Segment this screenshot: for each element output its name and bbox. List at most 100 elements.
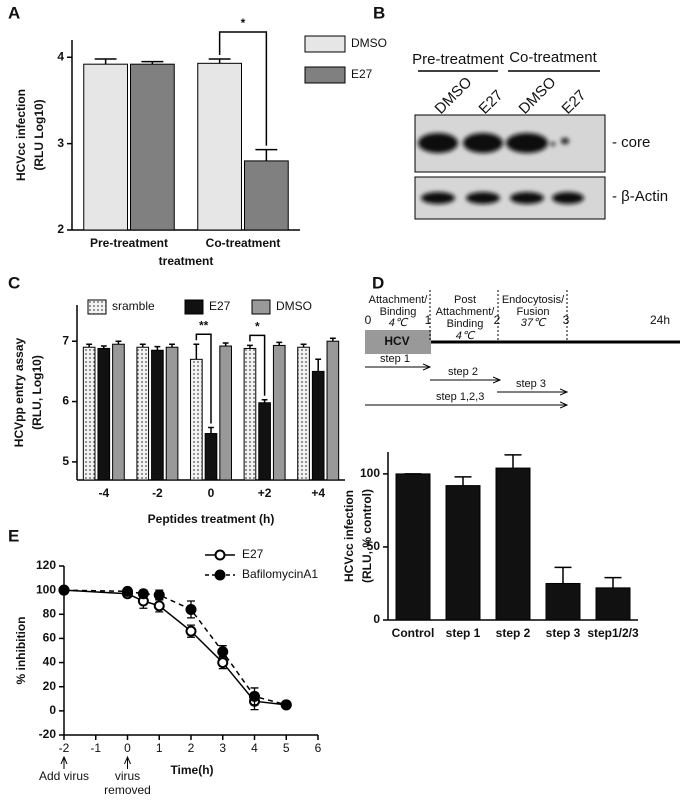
annotation-text: Add virus bbox=[39, 769, 89, 783]
stage-temp: 4℃ bbox=[389, 317, 409, 329]
step-label: step 1 bbox=[380, 353, 410, 365]
y-tick-label: 5 bbox=[62, 454, 69, 468]
stage-text: Binding bbox=[447, 318, 484, 330]
x-tick-label: 3 bbox=[219, 741, 226, 755]
bar bbox=[82, 346, 96, 481]
panel-label: D bbox=[372, 273, 384, 292]
error-bar bbox=[255, 148, 278, 161]
annotation-text: removed bbox=[104, 783, 151, 797]
stage-temp: 4℃ bbox=[456, 330, 476, 342]
stage-text: Fusion bbox=[516, 306, 549, 318]
x-tick-label: 1 bbox=[156, 741, 163, 755]
error-bar bbox=[86, 343, 93, 348]
row-label: - β-Actin bbox=[612, 188, 668, 205]
legend-label: E27 bbox=[209, 299, 231, 313]
stage-text: Post bbox=[454, 294, 476, 306]
y-axis-label: HCVcc infection bbox=[342, 490, 356, 582]
error-bar bbox=[222, 342, 229, 347]
time-tick: 24h bbox=[650, 313, 670, 327]
y-axis-label: (RLU, % control) bbox=[360, 489, 374, 583]
y-axis-label: (RLU, Log10) bbox=[30, 355, 44, 430]
lane-label: DMSO bbox=[432, 74, 476, 118]
bar bbox=[244, 160, 289, 231]
x-tick-label: 0 bbox=[124, 741, 131, 755]
bar bbox=[545, 582, 581, 621]
error-bar bbox=[169, 343, 175, 348]
x-tick-label: 0 bbox=[208, 486, 215, 500]
legend-label: E27 bbox=[351, 67, 373, 81]
x-tick-label: step1/2/3 bbox=[587, 626, 639, 640]
bar bbox=[165, 346, 179, 481]
error-bar bbox=[100, 345, 107, 349]
legend-swatch bbox=[304, 66, 346, 84]
marker bbox=[122, 585, 133, 597]
bar bbox=[136, 346, 150, 481]
significance-label: ** bbox=[199, 318, 209, 332]
legend-marker bbox=[214, 549, 226, 561]
marker bbox=[185, 625, 197, 637]
y-tick-label: 80 bbox=[43, 606, 57, 620]
x-tick-label: Pre-treatment bbox=[90, 236, 168, 250]
stage-text: Endocytosis/ bbox=[502, 294, 565, 306]
error-bar bbox=[193, 343, 200, 360]
y-tick-label: 2 bbox=[57, 222, 64, 236]
legend-label: DMSO bbox=[351, 36, 387, 50]
y-tick-label: 0 bbox=[49, 703, 56, 717]
y-tick-label: 0 bbox=[373, 612, 380, 626]
blot-group: Pre-treatment bbox=[412, 51, 505, 68]
time-tick: 2 bbox=[494, 313, 501, 327]
error-bar bbox=[300, 343, 307, 348]
x-tick-label: Control bbox=[392, 626, 435, 640]
annotation-text: virus bbox=[115, 769, 140, 783]
marker bbox=[249, 690, 260, 702]
hcv-box bbox=[365, 330, 431, 354]
blot-group: Co-treatment bbox=[509, 49, 597, 66]
row-label: - core bbox=[612, 134, 650, 151]
bar bbox=[395, 473, 431, 621]
legend-swatch bbox=[184, 299, 204, 315]
error-bar bbox=[261, 398, 268, 403]
legend-label: BafilomycinA1 bbox=[242, 567, 318, 581]
bar bbox=[595, 587, 631, 621]
error-bar bbox=[154, 345, 161, 351]
significance-label: * bbox=[255, 320, 260, 334]
lane-label: E27 bbox=[559, 87, 590, 118]
error-bar bbox=[604, 576, 622, 588]
y-axis-label: HCVpp entry assay bbox=[12, 337, 26, 447]
timeline: HCV 0 1 2 3 24h Attachment/ Binding 4℃ P… bbox=[365, 290, 680, 405]
bar bbox=[97, 347, 111, 481]
y-tick-label: 50 bbox=[367, 539, 381, 553]
marker bbox=[217, 646, 229, 658]
error-bar bbox=[208, 426, 214, 434]
bar bbox=[190, 358, 203, 481]
marker bbox=[217, 657, 229, 669]
x-tick-label: -2 bbox=[152, 486, 163, 500]
bar bbox=[272, 344, 286, 481]
y-axis-label: HCVcc infection bbox=[14, 89, 28, 181]
bar bbox=[445, 485, 481, 621]
error-bar bbox=[329, 337, 336, 342]
time-tick: 1 bbox=[425, 313, 432, 327]
panel-label: C bbox=[8, 273, 20, 292]
y-tick-label: 7 bbox=[62, 333, 69, 347]
x-tick-label: -2 bbox=[59, 741, 70, 755]
step-label: step 2 bbox=[448, 366, 478, 378]
x-axis-label: Peptides treatment (h) bbox=[148, 512, 275, 526]
legend-label: sramble bbox=[112, 299, 155, 313]
x-tick-label: Co-treatment bbox=[206, 236, 281, 250]
x-axis-label: treatment bbox=[159, 254, 214, 268]
error-bar bbox=[315, 358, 322, 372]
error-bar bbox=[141, 60, 164, 65]
marker bbox=[58, 584, 70, 596]
x-tick-label: -1 bbox=[90, 741, 101, 755]
bar bbox=[243, 347, 257, 481]
stage-text: Attachment/ bbox=[436, 306, 496, 318]
bar bbox=[297, 346, 310, 481]
error-bar bbox=[208, 58, 231, 64]
x-tick-label: 4 bbox=[251, 741, 258, 755]
y-tick-label: 40 bbox=[43, 655, 57, 669]
marker bbox=[137, 588, 149, 600]
panel-label: B bbox=[373, 3, 385, 22]
time-tick: 0 bbox=[365, 313, 372, 327]
